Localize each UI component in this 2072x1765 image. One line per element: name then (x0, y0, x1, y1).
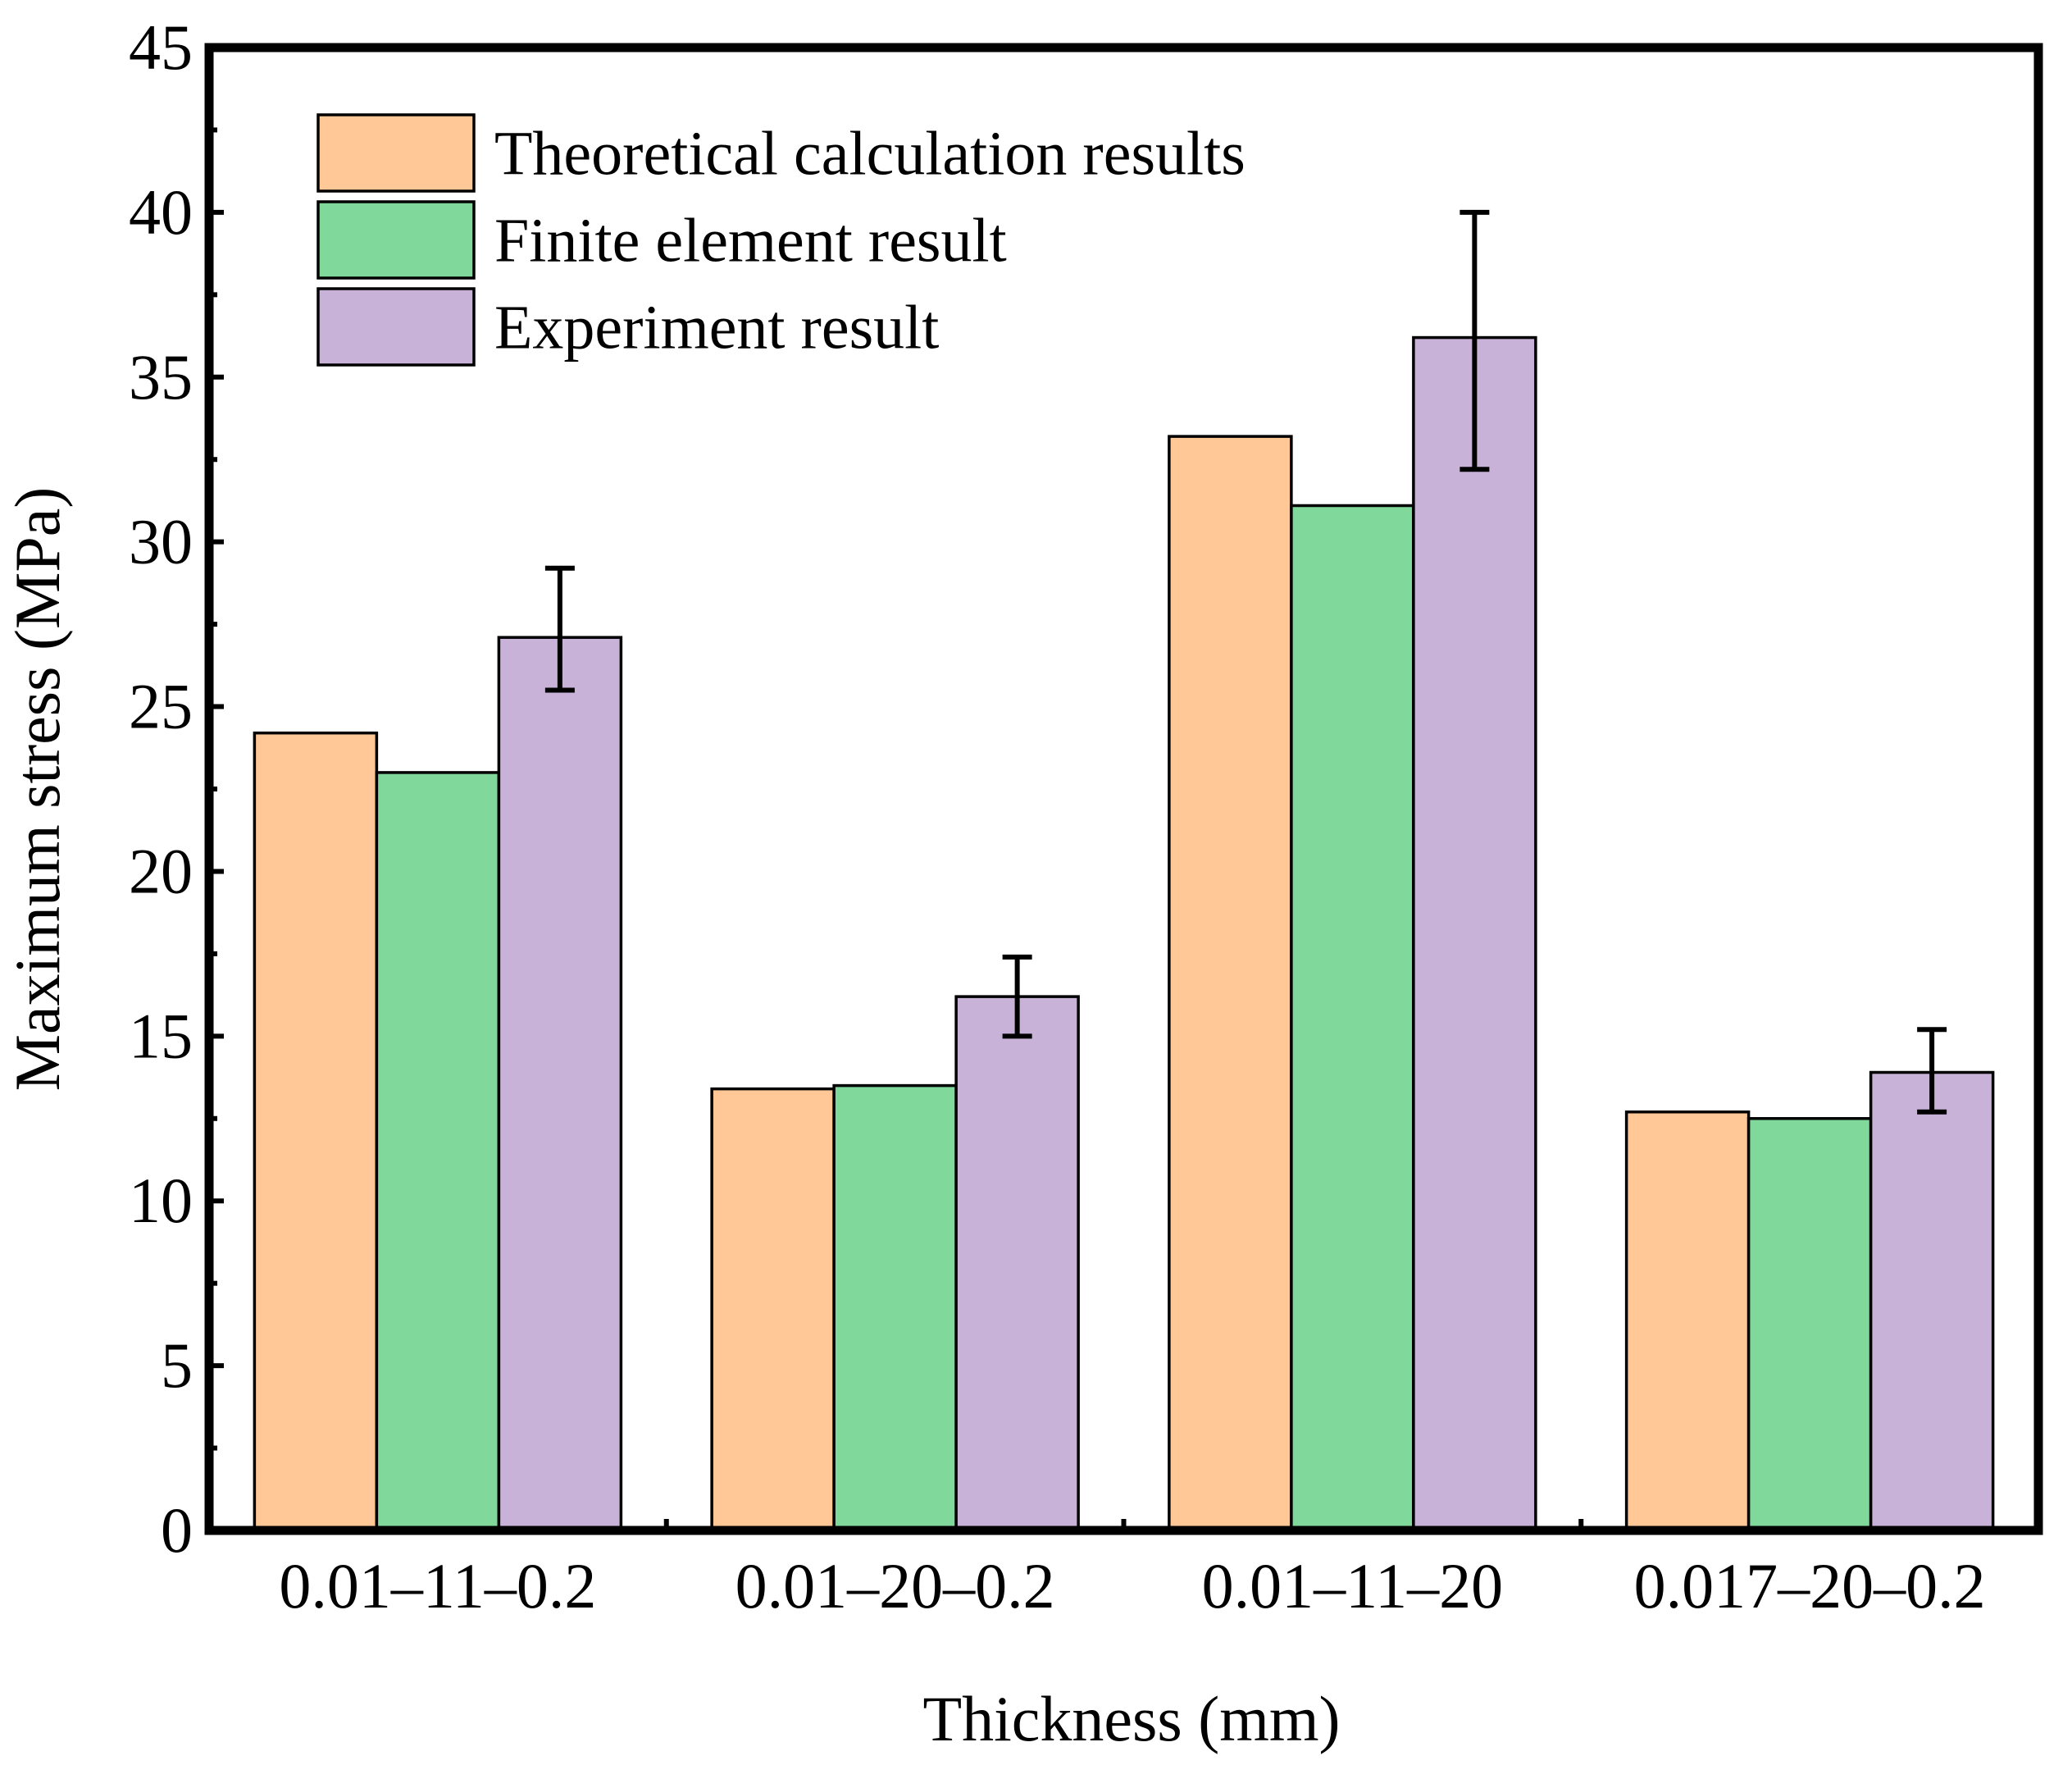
y-tick-label-0: 0 (161, 1494, 193, 1566)
bar-2-1 (375, 771, 501, 1532)
x-tick-label-2: 0.01–20–0.2 (735, 1550, 1055, 1621)
bar-3-2 (954, 995, 1080, 1532)
y-tick-label-35: 35 (129, 341, 193, 413)
y-tick-label-30: 30 (129, 506, 193, 577)
bar-2-2 (832, 1083, 958, 1532)
bar-2-3 (1290, 504, 1415, 1532)
x-tick-label-4: 0.017–20–0.2 (1634, 1550, 1986, 1621)
legend-label-3: Experiment result (494, 294, 939, 363)
bar-3-3 (1412, 335, 1537, 1532)
legend-swatch-1 (316, 113, 476, 193)
legend-swatch-2 (316, 200, 476, 280)
legend-label-2: Finite element result (494, 207, 1007, 276)
bar-3-4 (1869, 1070, 1995, 1532)
bar-1-3 (1168, 435, 1293, 1532)
bar-1-1 (253, 731, 379, 1532)
y-tick-label-20: 20 (129, 835, 193, 906)
x-tick-label-1: 0.01–11–0.2 (279, 1550, 596, 1621)
y-tick-labels: 0 5 10 15 20 25 30 35 40 45 (129, 11, 193, 1566)
plot-frame (204, 43, 2043, 1535)
legend-label-1: Theoretical calculation results (494, 120, 1245, 189)
x-axis-title: Thickness (mm) (922, 1683, 1340, 1754)
x-tick-labels: 0.01–11–0.2 0.01–20–0.2 0.01–11–20 0.017–20… (279, 1550, 1985, 1621)
bar-1-2 (710, 1087, 836, 1532)
error-bars-layer (544, 209, 1947, 1115)
bar-1-4 (1624, 1110, 1751, 1532)
y-tick-label-40: 40 (129, 176, 193, 248)
bar-3-1 (497, 636, 623, 1532)
y-tick-label-10: 10 (129, 1165, 193, 1236)
x-tick-label-3: 0.01–11–20 (1202, 1550, 1504, 1621)
y-tick-label-15: 15 (129, 1000, 193, 1071)
y-tick-label-5: 5 (161, 1329, 193, 1401)
legend: Theoretical calculation results Finite el… (316, 113, 1245, 367)
y-axis-title: Maximum stress (MPa) (2, 487, 73, 1092)
bars-layer (253, 335, 1995, 1532)
y-tick-label-45: 45 (129, 11, 193, 83)
legend-swatch-3 (316, 287, 476, 367)
bar-2-4 (1746, 1117, 1873, 1532)
y-tick-label-25: 25 (129, 671, 193, 742)
